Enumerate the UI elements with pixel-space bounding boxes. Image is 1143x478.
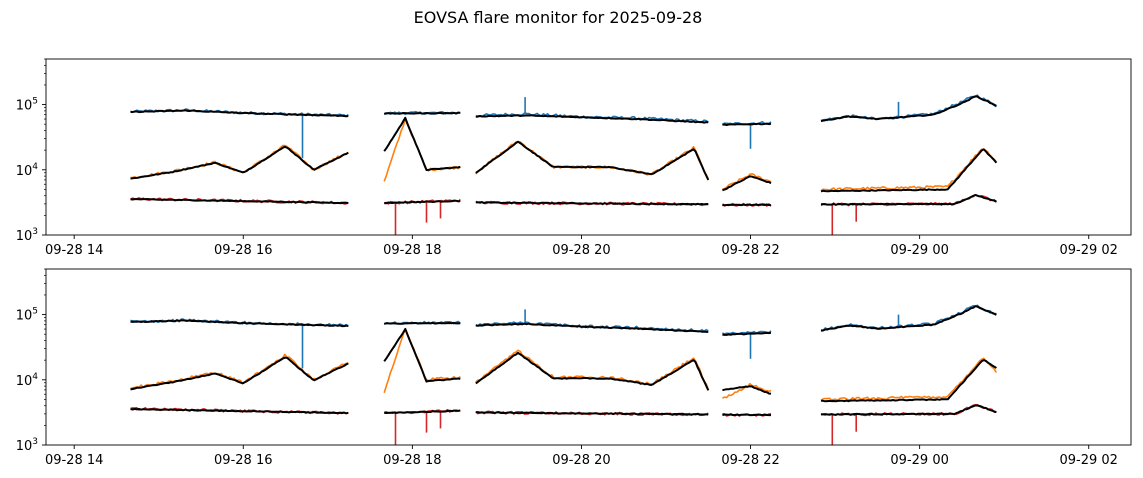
series-line [130,356,349,391]
top-panel: 09-28 14 09-28 16 09-28 18 09-28 20 09-28 22… [16,58,1132,258]
series-line [383,328,461,383]
x-tick-label: 09-29 00 [890,453,948,468]
series-line [384,409,461,414]
series-line [475,351,710,391]
series-line [383,116,461,171]
series-line [722,413,771,417]
series-6 [130,95,997,126]
x-tick-label: 09-28 22 [721,453,779,468]
series-line [475,140,710,181]
series-line [820,304,997,333]
x-tick-label: 09-28 20 [552,243,610,258]
series-line [820,194,997,206]
x-tick-label: 09-28 14 [45,243,103,258]
series-line [722,203,772,207]
x-tick-label: 09-28 14 [45,453,103,468]
series-line [820,95,997,123]
axes-frame [45,268,1132,446]
series-line [130,109,349,118]
y-tick-label: 103 [16,437,38,454]
series-line [722,175,772,192]
series-3 [130,116,998,193]
y-tick-label: 103 [16,227,38,244]
x-tick-label: 09-29 02 [1060,453,1118,468]
x-tick-label: 09-28 18 [383,453,441,468]
bottom-panel: 09-28 14 09-28 16 09-28 18 09-28 20 09-28 22… [16,268,1132,468]
x-tick-label: 09-28 22 [721,243,779,258]
series-line [820,404,997,416]
series-line [475,201,709,206]
series-line [475,322,709,333]
series-line [722,331,772,336]
series-line [130,145,349,180]
plot-area [130,94,998,235]
figure-title: EOVSA flare monitor for 2025-09-28 [414,8,703,27]
series-3 [130,328,997,403]
axes-frame [45,58,1132,236]
series-group [130,94,998,235]
series-5 [130,404,997,417]
y-tick-label: 105 [16,97,38,114]
series-line [130,198,349,205]
plot-area [130,304,998,445]
series-line [384,199,461,205]
series-group [130,304,998,445]
y-tick-label: 104 [16,372,39,389]
series-line [383,111,461,115]
series-line [475,114,709,124]
series-line [383,321,461,325]
x-tick-label: 09-29 02 [1060,243,1118,258]
series-line [820,305,997,332]
series-line [722,122,772,126]
series-line [130,407,349,415]
x-tick-label: 09-29 00 [890,243,948,258]
x-tick-label: 09-28 18 [383,243,441,258]
series-line [820,148,998,193]
series-line [821,359,997,403]
y-tick-label: 104 [16,162,39,179]
series-6 [130,305,997,336]
series-line [722,330,772,335]
series-line [475,411,709,416]
series-line [130,319,349,328]
series-5 [130,194,997,207]
series-line [722,385,772,395]
x-tick-label: 09-28 16 [214,453,272,468]
y-tick-label: 105 [16,307,38,324]
x-tick-label: 09-28 20 [552,453,610,468]
x-tick-label: 09-28 16 [214,243,272,258]
